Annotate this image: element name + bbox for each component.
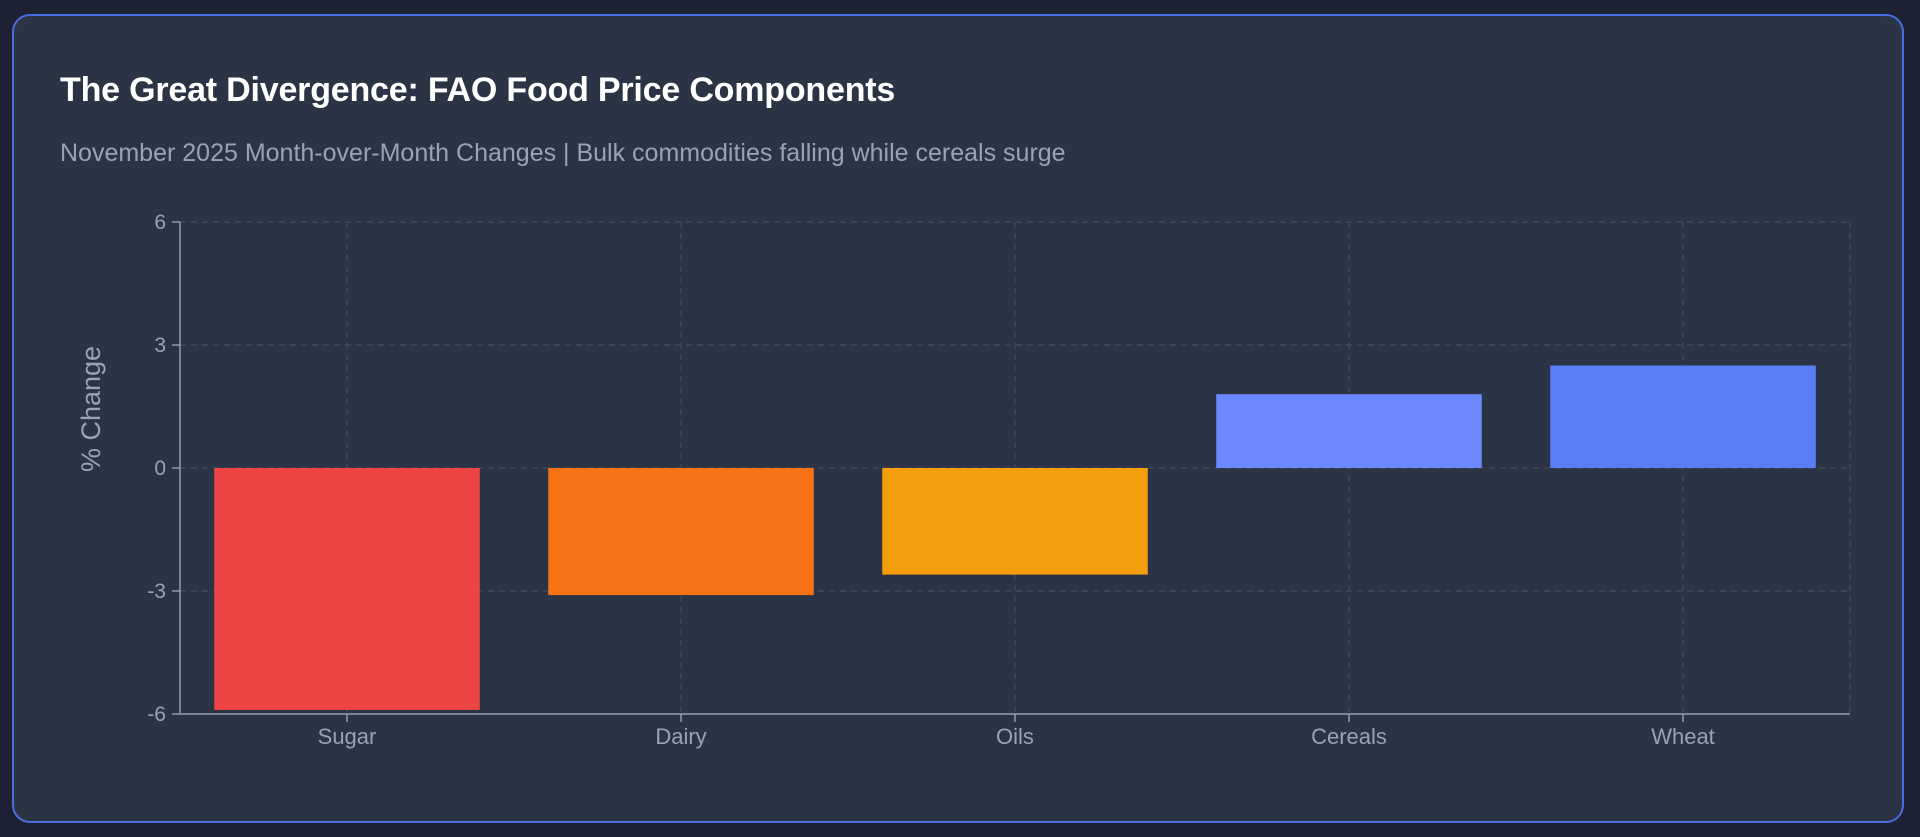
chart-card: The Great Divergence: FAO Food Price Com… <box>12 14 1904 823</box>
bar-cereals <box>1216 394 1482 468</box>
bar-sugar <box>214 468 480 710</box>
y-axis-label: % Change <box>76 346 106 472</box>
bar-oils <box>882 468 1148 575</box>
chart-title: The Great Divergence: FAO Food Price Com… <box>60 71 896 109</box>
y-tick-label: 0 <box>154 457 166 480</box>
y-tick-label: 6 <box>154 211 166 234</box>
bar-wheat <box>1550 365 1816 468</box>
x-tick-label: Cereals <box>1311 724 1387 749</box>
bar-dairy <box>548 468 814 596</box>
x-tick-label: Oils <box>996 724 1034 749</box>
chart-subtitle: November 2025 Month-over-Month Changes |… <box>60 139 1066 167</box>
y-tick-label: 3 <box>154 334 166 357</box>
x-tick-label: Dairy <box>655 724 706 749</box>
y-tick-label: -6 <box>147 703 166 726</box>
y-tick-label: -3 <box>147 580 166 603</box>
x-tick-label: Wheat <box>1651 724 1715 749</box>
bar-chart: -6 -3 0 3 6 Sugar Dairy Oils Cereals Wheat % Chang… <box>76 211 1851 749</box>
x-tick-label: Sugar <box>318 724 377 749</box>
